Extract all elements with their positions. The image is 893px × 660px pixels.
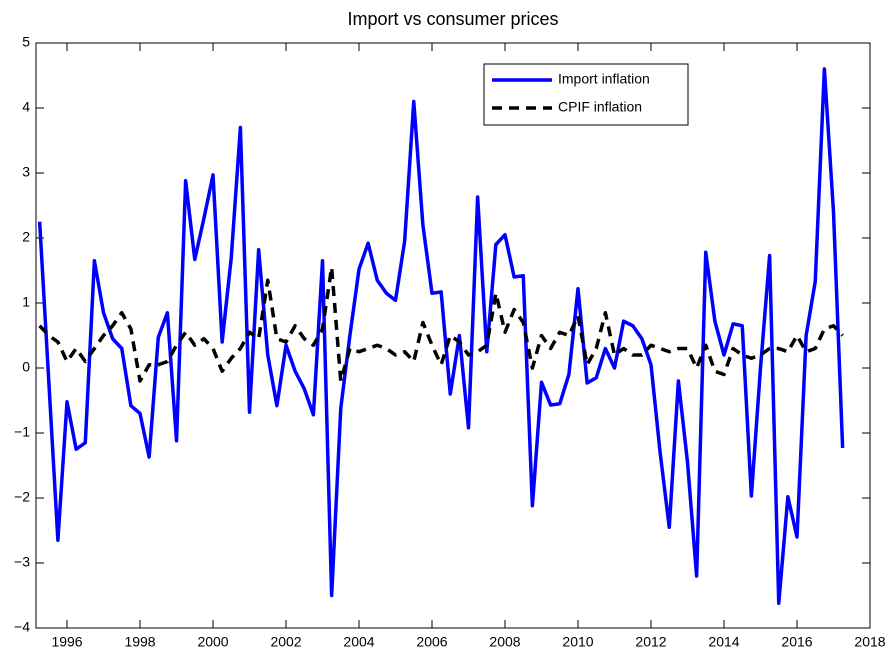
y-tick-label: 5 [22,34,30,50]
data-line [38,265,844,383]
x-tick-label: 2018 [854,634,885,650]
x-tick-label: 2006 [416,634,447,650]
x-tick-label: 2012 [635,634,666,650]
y-tick-label: −4 [14,619,30,635]
y-tick-label: 3 [22,164,30,180]
x-tick-label: 2010 [562,634,593,650]
x-tick-label: 2008 [489,634,520,650]
data-line [37,67,845,606]
y-tick-label: 4 [22,99,30,115]
x-tick-label: 2004 [343,634,374,650]
y-tick-label: 2 [22,229,30,245]
x-tick-label: 1998 [124,634,155,650]
x-tick-label: 1996 [51,634,82,650]
y-tick-label: −1 [14,424,30,440]
x-tick-label: 2016 [781,634,812,650]
y-tick-label: 1 [22,294,30,310]
x-tick-label: 2000 [197,634,228,650]
chart-title: Import vs consumer prices [347,9,558,29]
x-tick-label: 2002 [270,634,301,650]
plot-frame [35,42,871,629]
legend-label: CPIF inflation [558,99,642,115]
legend-box [483,63,689,126]
legend-label: Import inflation [558,71,650,87]
x-tick-label: 2014 [708,634,739,650]
y-tick-label: −2 [14,489,30,505]
y-tick-label: 0 [22,359,30,375]
y-tick-label: −3 [14,554,30,570]
